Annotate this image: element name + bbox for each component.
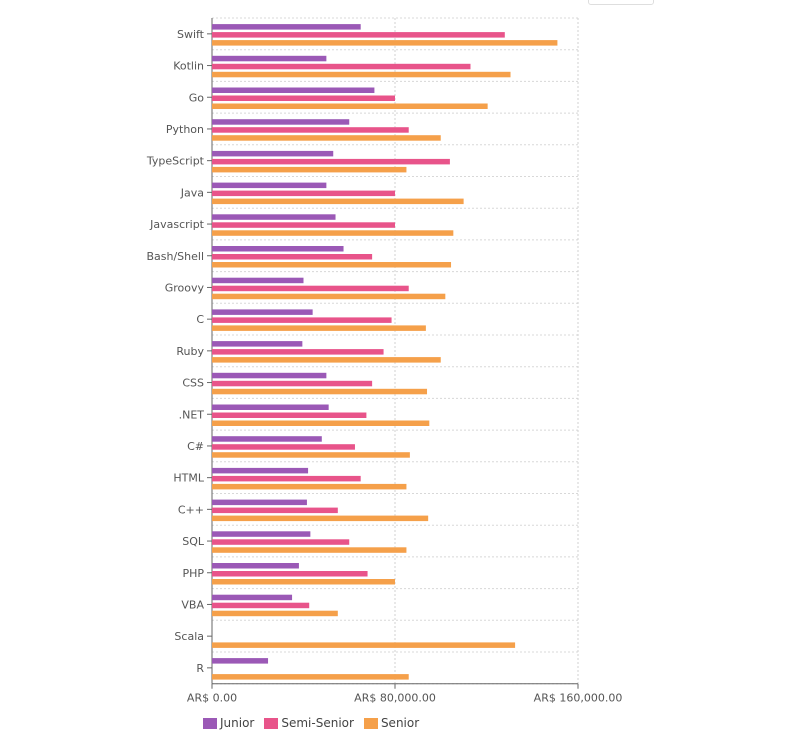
bar-senior-vba xyxy=(212,610,338,617)
bar-junior-css xyxy=(212,372,327,379)
bar-senior-html xyxy=(212,483,407,490)
x-tick-label: AR$ 80,000.00 xyxy=(354,692,436,705)
y-tick-label-kotlin: Kotlin xyxy=(173,60,204,73)
bar-semi-senior-javascript xyxy=(212,222,395,228)
legend-item-semi-senior[interactable]: Semi-Senior xyxy=(264,716,354,730)
y-tick-label-r: R xyxy=(196,662,204,675)
y-tick-label-ruby: Ruby xyxy=(176,345,204,358)
bar-senior-c xyxy=(212,452,410,458)
y-tick-label-vba: VBA xyxy=(181,598,204,611)
y-tick-label-bash-shell: Bash/Shell xyxy=(146,250,204,263)
bar-junior-vba xyxy=(212,594,293,601)
legend-swatch-senior xyxy=(363,717,378,729)
legend-item-senior[interactable]: Senior xyxy=(363,716,420,730)
y-tick-label-java: Java xyxy=(180,186,204,199)
bar-semi-senior-net xyxy=(212,412,367,418)
bar-semi-senior-sql xyxy=(212,539,350,545)
x-tick-label: AR$ 0.00 xyxy=(187,692,237,705)
bar-junior-html xyxy=(212,467,309,474)
bar-senior-typescript xyxy=(212,166,407,173)
bar-semi-senior-bash-shell xyxy=(212,254,373,260)
y-tick-label-swift: Swift xyxy=(177,28,205,41)
bar-junior-c xyxy=(212,436,322,442)
bar-junior-typescript xyxy=(212,150,334,157)
y-tick-label-groovy: Groovy xyxy=(165,281,205,294)
y-tick-label-python: Python xyxy=(166,123,204,136)
bar-junior-net xyxy=(212,404,329,410)
bar-semi-senior-php xyxy=(212,571,368,577)
bar-senior-bash-shell xyxy=(212,262,452,268)
bar-junior-groovy xyxy=(212,277,304,284)
y-tick-label-c: C# xyxy=(187,440,204,453)
bar-senior-python xyxy=(212,135,441,141)
bar-semi-senior-groovy xyxy=(212,285,409,292)
y-tick-label-typescript: TypeScript xyxy=(146,155,205,168)
bar-semi-senior-css xyxy=(212,380,373,387)
bar-senior-r xyxy=(212,674,409,680)
bar-semi-senior-swift xyxy=(212,32,505,38)
bar-semi-senior-c xyxy=(212,507,338,514)
bar-senior-ruby xyxy=(212,357,441,363)
bar-junior-sql xyxy=(212,531,311,537)
bar-junior-ruby xyxy=(212,341,303,347)
bar-junior-javascript xyxy=(212,214,336,220)
bar-semi-senior-kotlin xyxy=(212,63,471,70)
legend-label-junior: Junior xyxy=(220,716,255,730)
bar-semi-senior-go xyxy=(212,95,395,101)
bar-senior-sql xyxy=(212,547,407,553)
y-tick-label-php: PHP xyxy=(182,567,204,580)
y-tick-label-sql: SQL xyxy=(182,535,205,548)
bar-semi-senior-vba xyxy=(212,602,310,609)
bar-semi-senior-c xyxy=(212,444,355,450)
bar-semi-senior-java xyxy=(212,190,395,197)
bar-semi-senior-python xyxy=(212,127,409,133)
y-tick-label-css: CSS xyxy=(182,377,204,390)
y-tick-label-go: Go xyxy=(189,91,205,104)
bar-junior-php xyxy=(212,563,299,569)
y-tick-label-c: C xyxy=(196,313,204,326)
x-tick-label: AR$ 160,000.00 xyxy=(534,692,623,705)
bar-senior-swift xyxy=(212,40,558,46)
chart-legend: Junior Semi-Senior Senior xyxy=(203,716,419,730)
bar-senior-php xyxy=(212,579,395,585)
bar-senior-css xyxy=(212,388,428,395)
top-tab[interactable] xyxy=(588,0,654,5)
bar-senior-net xyxy=(212,420,430,426)
legend-item-junior[interactable]: Junior xyxy=(203,716,254,730)
bar-semi-senior-html xyxy=(212,475,361,482)
legend-label-semi-senior: Semi-Senior xyxy=(281,716,354,730)
y-tick-label-net: .NET xyxy=(179,408,205,421)
y-tick-label-html: HTML xyxy=(173,472,204,485)
bar-junior-r xyxy=(212,658,269,664)
bar-senior-javascript xyxy=(212,230,454,236)
bar-senior-scala xyxy=(212,642,516,648)
legend-swatch-junior xyxy=(203,717,217,729)
bar-junior-kotlin xyxy=(212,55,327,62)
bar-junior-c xyxy=(212,499,307,506)
bar-senior-go xyxy=(212,103,488,109)
bar-senior-kotlin xyxy=(212,71,511,78)
y-tick-label-scala: Scala xyxy=(174,630,204,643)
bar-senior-c xyxy=(212,515,429,522)
bar-junior-go xyxy=(212,87,375,93)
legend-swatch-semi-senior xyxy=(264,717,279,729)
legend-label-senior: Senior xyxy=(380,716,420,730)
bar-semi-senior-typescript xyxy=(212,158,450,165)
bar-junior-bash-shell xyxy=(212,246,344,252)
bar-semi-senior-ruby xyxy=(212,349,384,355)
y-tick-label-c: C++ xyxy=(178,503,204,516)
bar-junior-java xyxy=(212,182,327,189)
bar-junior-c xyxy=(212,309,313,315)
bar-senior-c xyxy=(212,325,426,331)
y-tick-label-javascript: Javascript xyxy=(149,218,205,231)
bar-junior-swift xyxy=(212,24,361,30)
bar-junior-python xyxy=(212,119,350,125)
bar-senior-java xyxy=(212,198,464,205)
bar-semi-senior-c xyxy=(212,317,392,323)
bar-senior-groovy xyxy=(212,293,446,300)
